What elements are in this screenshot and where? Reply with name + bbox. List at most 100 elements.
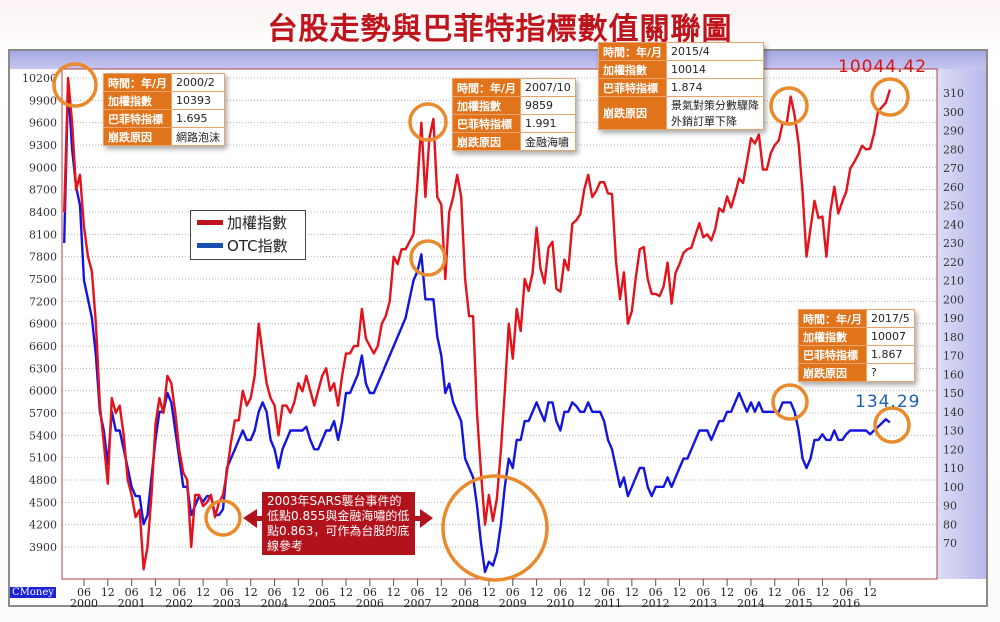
y-right-tick-label: 290 [943,125,964,138]
y-right-tick-label: 260 [943,181,964,194]
legend-swatch-taiex [197,220,223,225]
annotation-key: 崩跌原因 [102,127,173,146]
annotation-row: 加權指數 10014 [597,60,765,79]
x-year-label: 2010 [546,597,574,610]
x-year-label: 2005 [308,597,336,610]
annotation-key: 時間：年/月 [451,78,522,97]
annotation-value: 2000/2 [171,73,226,92]
y-right-tick-label: 270 [943,162,964,175]
y-left-tick-label: 9000 [29,161,57,174]
y-left-tick-label: 4200 [29,519,57,532]
annotation-value: 網路泡沫 [171,127,226,146]
x-year-label: 2014 [737,597,765,610]
x-tick-label: 06 [220,586,234,599]
x-tick-label: 12 [482,586,496,599]
y-left-tick-label: 9300 [29,139,57,152]
annotation-row: 巴菲特指標 1.874 [597,78,765,97]
x-axis-ticks: 06 12 06 12 06 12 06 12 06 12 06 12 06 12 06 12 06 12 06 12… [70,579,877,610]
y-right-tick-label: 100 [943,481,964,494]
annotation-row: 時間：年/月 2007/10 [451,78,576,97]
x-tick-label: 06 [839,586,853,599]
y-left-tick-label: 8700 [29,184,57,197]
highlight-circle-2015-taiex [769,86,809,126]
annotation-value: 2015/4 [666,42,765,61]
annotation-value: 2007/10 [520,78,576,97]
highlight-circle-2015-otc [771,383,809,421]
annotation-row: 巴菲特指標 1.867 [797,345,915,364]
annotation-key: 加權指數 [797,327,868,346]
annotation-key: 崩跌原因 [797,363,868,382]
x-tick-label: 12 [625,586,639,599]
chart-title: 台股走勢與巴菲特指標數值關聯圖 [267,12,733,47]
legend-item-taiex: 加權指數 [191,211,305,234]
y-left-tick-label: 6300 [29,362,57,375]
x-tick-label: 06 [77,586,91,599]
highlight-circle-2003-otc [204,499,242,537]
otc-last-value: 134.29 [855,392,921,412]
series-lines [63,76,892,574]
x-year-label: 2012 [642,597,670,610]
y-right-tick-label: 190 [943,312,964,325]
x-tick-label: 06 [458,586,472,599]
y-left-tick-label: 9600 [29,117,57,130]
x-year-label: 2016 [832,597,860,610]
x-tick-label: 06 [172,586,186,599]
highlight-circle-2017-otc [873,406,911,444]
x-year-label: 2008 [451,597,479,610]
x-year-label: 2009 [499,597,527,610]
cmoney-watermark: CMoney [10,587,56,598]
sars-callout: 2003年SARS襲台事件的低點0.855與金融海嘯的低點0.863，可作為台股… [262,492,415,555]
x-tick-label: 12 [863,586,877,599]
arrow-right-icon [420,509,433,528]
y-left-tick-label: 6900 [29,318,57,331]
y-right-tick-label: 210 [943,275,964,288]
annotation-key: 時間：年/月 [102,73,173,92]
annotation-value: 1.867 [866,345,915,364]
y-right-tick-label: 140 [943,406,964,419]
x-tick-label: 12 [244,586,258,599]
y-right-tick-label: 70 [943,537,957,550]
y-right-tick-label: 80 [943,518,957,531]
x-tick-label: 06 [744,586,758,599]
x-tick-label: 12 [148,586,162,599]
x-year-label: 2007 [403,597,431,610]
x-tick-label: 06 [792,586,806,599]
annotation-value: 1.991 [520,114,576,133]
arrow-right-shaft [414,516,422,521]
annotation-row: 加權指數 9859 [451,96,576,115]
highlight-circle-2017-taiex [870,77,910,117]
y-right-tick-label: 150 [943,387,964,400]
legend: 加權指數 OTC指數 [190,210,306,260]
y-left-tick-label: 6600 [29,340,57,353]
annotation-row: 崩跌原因 金融海嘯 [451,132,576,151]
annotation-row: 崩跌原因 網路泡沫 [102,127,226,146]
x-tick-label: 12 [815,586,829,599]
annotation-2007: 時間：年/月 2007/10 加權指數 9859 巴菲特指標 1.991 崩跌原因 金融海嘯 [451,78,576,151]
annotation-key: 巴菲特指標 [102,109,173,128]
annotation-value: 景氣對策分數驟降 外銷訂單下降 [666,96,765,130]
right-axis-band [937,69,986,579]
y-left-tick-label: 3900 [29,541,57,554]
x-year-label: 2004 [261,597,289,610]
x-year-label: 2011 [594,597,622,610]
y-right-tick-label: 110 [943,462,964,475]
y-right-tick-label: 240 [943,218,964,231]
annotation-row: 時間：年/月 2000/2 [102,73,226,92]
annotation-key: 巴菲特指標 [451,114,522,133]
annotation-key: 加權指數 [597,60,668,79]
x-year-label: 2003 [213,597,241,610]
x-tick-label: 12 [577,586,591,599]
x-tick-label: 12 [291,586,305,599]
highlight-circles [52,62,911,582]
annotation-row: 時間：年/月 2017/5 [797,309,915,328]
y-right-tick-label: 250 [943,200,964,213]
y-right-tick-label: 90 [943,500,957,513]
annotation-value: 10014 [666,60,765,79]
x-year-label: 2015 [785,597,813,610]
y-left-tick-label: 4800 [29,474,57,487]
x-tick-label: 06 [315,586,329,599]
highlight-circle-2008-low [441,474,549,582]
x-tick-label: 06 [696,586,710,599]
annotation-key: 加權指數 [102,91,173,110]
annotation-row: 加權指數 10007 [797,327,915,346]
